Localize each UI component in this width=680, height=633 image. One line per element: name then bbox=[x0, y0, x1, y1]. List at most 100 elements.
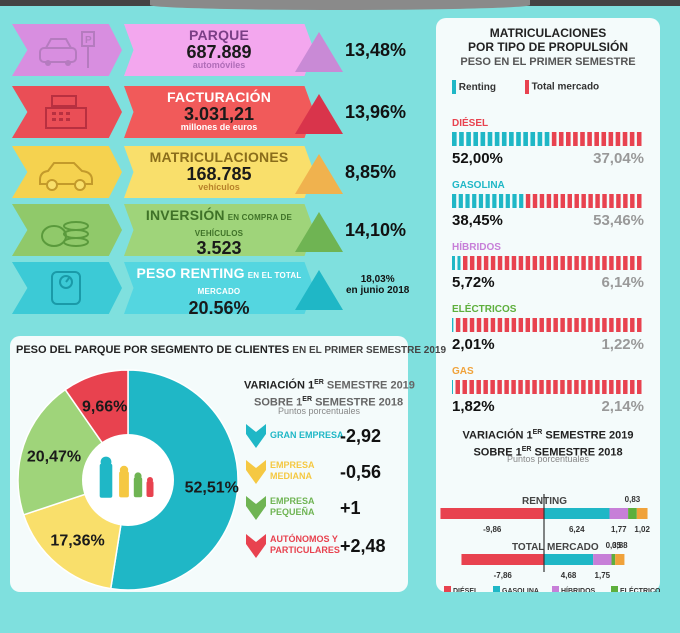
chevron-down-icon bbox=[246, 496, 266, 520]
total-bar-segment bbox=[546, 318, 551, 332]
total-bar-segment bbox=[551, 132, 557, 146]
kpi-label-box: FACTURACIÓN 3.031,21 millones de euros bbox=[124, 86, 314, 138]
kpi-unit: automóviles bbox=[192, 60, 246, 70]
kpi-value: 168.785 bbox=[186, 164, 252, 184]
total-bar-segment bbox=[504, 318, 510, 332]
total-bar-segment bbox=[504, 380, 509, 394]
total-bar-segment bbox=[566, 132, 571, 146]
total-bar-segment bbox=[532, 194, 538, 208]
total-bar-segment bbox=[609, 380, 614, 394]
total-bar-segment bbox=[588, 380, 593, 394]
renting-bar-segment bbox=[512, 194, 517, 208]
variation-value: 0,88 bbox=[612, 541, 628, 550]
renting-bar-segment bbox=[498, 194, 504, 208]
coins-icon bbox=[41, 221, 89, 247]
kpi-note-text: en junio 2018 bbox=[346, 285, 410, 296]
variation-bar bbox=[544, 554, 594, 565]
total-bar-segment bbox=[497, 380, 502, 394]
total-bar-segment bbox=[525, 256, 531, 270]
renting-bar-segment bbox=[480, 132, 486, 146]
total-bar-segment bbox=[462, 318, 468, 332]
total-bar-segment bbox=[581, 380, 586, 394]
kpi-label-box: PARQUE 687.889 automóviles bbox=[124, 24, 314, 76]
propulsion-title: MATRICULACIONES POR TIPO DE PROPULSIÓN bbox=[467, 26, 629, 54]
renting-bar-segment bbox=[452, 318, 454, 332]
top-curve bbox=[150, 0, 530, 10]
chevron-down-icon bbox=[246, 460, 266, 484]
total-bar-segment bbox=[636, 132, 642, 146]
total-bar-segment bbox=[623, 256, 628, 270]
kpi-value: 687.889 bbox=[186, 42, 252, 62]
segment-label: EMPRESA MEDIANA bbox=[270, 460, 315, 481]
total-bar-segment bbox=[476, 256, 482, 270]
renting-bar-segment bbox=[472, 194, 477, 208]
kpi-growth: 8,85% bbox=[345, 162, 397, 182]
fuel-total-value: 53,46% bbox=[593, 212, 644, 229]
legend-renting-label: Renting bbox=[458, 81, 496, 93]
total-bar-segment bbox=[615, 132, 621, 146]
total-bar-segment bbox=[558, 132, 564, 146]
variation-row-label: RENTING bbox=[522, 496, 567, 507]
total-bar-segment bbox=[518, 318, 524, 332]
total-bar-segment bbox=[595, 194, 600, 208]
variation-fuel-subtitle: Puntos porcentuales bbox=[506, 454, 590, 464]
total-bar-segment bbox=[602, 256, 607, 270]
total-bar-segment bbox=[476, 318, 482, 332]
total-bar-segment bbox=[490, 318, 496, 332]
fuel-total-value: 6,14% bbox=[601, 274, 644, 291]
kpi-note-value: 18,03% bbox=[360, 274, 395, 285]
total-bar-segment bbox=[532, 380, 537, 394]
legend-total-swatch bbox=[524, 80, 529, 94]
total-bar-segment bbox=[601, 132, 607, 146]
kpi-2: FACTURACIÓN 3.031,21 millones de euros bbox=[12, 86, 314, 138]
variation-value: 1,75 bbox=[595, 571, 611, 580]
total-bar-segment bbox=[532, 256, 538, 270]
total-bar-segment bbox=[581, 256, 586, 270]
kpi-icon-box bbox=[12, 146, 122, 198]
legend-renting-swatch bbox=[452, 80, 456, 94]
total-bar-segment bbox=[567, 256, 572, 270]
total-bar-segment bbox=[490, 380, 495, 394]
renting-bar-segment bbox=[494, 132, 500, 146]
legend-label: GASOLINA bbox=[502, 588, 539, 592]
total-bar-segment bbox=[567, 380, 572, 394]
renting-bar-segment bbox=[492, 194, 497, 208]
variation-fuel-title: VARIACIÓN 1ER SEMESTRE 2019 SOBRE 1ER SE… bbox=[462, 429, 634, 459]
kpi-icon-box: P bbox=[12, 24, 122, 76]
total-bar-segment bbox=[573, 132, 578, 146]
fuel-total-value: 2,14% bbox=[601, 398, 644, 415]
chevron-down-icon bbox=[246, 534, 266, 558]
total-bar-segment bbox=[595, 318, 600, 332]
total-bar-segment bbox=[553, 256, 558, 270]
total-bar-segment bbox=[483, 256, 489, 270]
variation-bar bbox=[628, 508, 637, 519]
total-bar-segment bbox=[574, 256, 579, 270]
renting-bar-segment bbox=[452, 256, 455, 270]
variation-bar bbox=[611, 554, 616, 565]
fuel-name: GAS bbox=[452, 366, 474, 377]
total-bar-segment bbox=[574, 380, 579, 394]
kpi-title: FACTURACIÓN bbox=[166, 89, 272, 105]
total-bar-segment bbox=[623, 194, 628, 208]
total-bar-segment bbox=[490, 256, 496, 270]
segment-variation-value: +2,48 bbox=[340, 536, 386, 556]
total-bar-segment bbox=[497, 318, 503, 332]
kpi-up-arrow-icon bbox=[295, 94, 343, 134]
total-bar-segment bbox=[476, 380, 481, 394]
total-bar-segment bbox=[581, 318, 586, 332]
kpi-value: 20,56% bbox=[188, 298, 250, 318]
kpi-icon-box bbox=[12, 204, 122, 256]
fuel-total-value: 37,04% bbox=[593, 150, 644, 167]
fuel-name: GASOLINA bbox=[452, 180, 505, 191]
total-bar-segment bbox=[462, 256, 468, 270]
variation-bar bbox=[440, 508, 544, 519]
fuel-bar bbox=[452, 318, 642, 332]
total-bar-segment bbox=[539, 256, 545, 270]
pie-value-label: 20,47% bbox=[27, 448, 81, 465]
segment-label: AUTÓNOMOS Y PARTICULARES bbox=[270, 534, 340, 555]
total-bar-segment bbox=[539, 318, 544, 332]
total-bar-segment bbox=[525, 380, 530, 394]
total-bar-segment bbox=[469, 318, 475, 332]
total-bar-segment bbox=[637, 380, 642, 394]
variation-bar bbox=[544, 508, 610, 519]
